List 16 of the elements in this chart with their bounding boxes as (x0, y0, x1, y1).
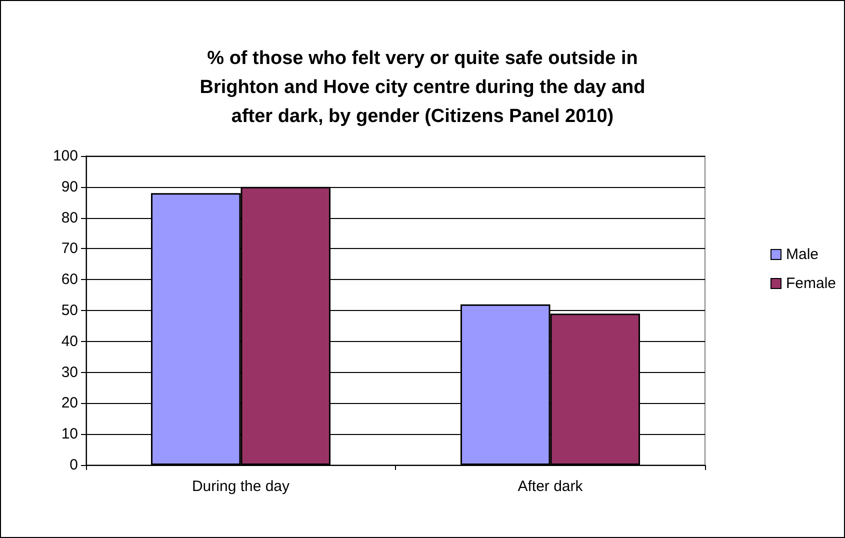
y-tick-label: 50 (61, 302, 78, 319)
y-tick-label: 40 (61, 332, 78, 350)
legend-label: Female (786, 275, 836, 292)
y-tick-label: 90 (61, 178, 78, 196)
y-tick-label: 30 (61, 364, 78, 381)
y-tick-label: 80 (61, 209, 78, 226)
y-tick-label: 100 (52, 148, 78, 164)
x-tick-label: After dark (518, 478, 584, 495)
legend-label: Male (786, 246, 818, 263)
chart-title: % of those who felt very or quite safe outside in Brighton and Hove city centre during the day and after dark, by gender (Citizens Panel 2010) (200, 48, 646, 127)
y-tick-label: 20 (61, 394, 78, 412)
y-tick-label: 0 (70, 456, 78, 474)
x-tick-label: During the day (192, 478, 290, 495)
y-tick-label: 60 (61, 271, 78, 288)
y-tick-label: 70 (61, 240, 78, 258)
y-tick-label: 10 (61, 426, 78, 443)
